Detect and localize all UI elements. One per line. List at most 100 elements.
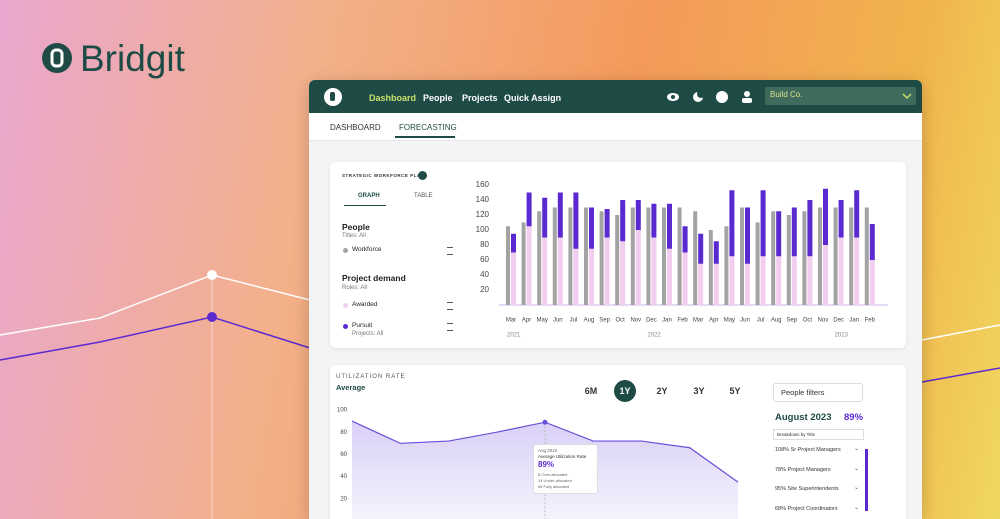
tab[interactable]: FORECASTING bbox=[399, 123, 457, 132]
role-item: 78% Project Managers bbox=[775, 466, 831, 473]
tooltip-line: 14 Under-allocated bbox=[538, 478, 572, 483]
filter-icon[interactable] bbox=[447, 247, 453, 255]
logo-icon bbox=[42, 43, 72, 73]
bar bbox=[599, 211, 604, 305]
filter-icon[interactable] bbox=[447, 323, 453, 331]
role-chevron[interactable]: ⌄ bbox=[854, 446, 860, 452]
view-toggle[interactable]: TABLE bbox=[414, 193, 433, 199]
x-tick-label: Jun bbox=[740, 318, 750, 324]
bar bbox=[849, 207, 854, 305]
x-tick-label: Apr bbox=[709, 318, 718, 324]
chart-title: UTILIZATION RATE bbox=[336, 374, 406, 380]
bar bbox=[838, 200, 844, 238]
x-tick-label: Jun bbox=[553, 318, 563, 324]
bar bbox=[823, 245, 828, 305]
year-label: 2023 bbox=[835, 333, 849, 339]
bar bbox=[838, 237, 844, 305]
nav-item[interactable]: Quick Assign bbox=[504, 93, 562, 103]
nav-item[interactable]: Dashboard bbox=[369, 93, 417, 103]
filter-label: People filters bbox=[781, 388, 825, 397]
filter-note: Titles: All bbox=[342, 233, 366, 239]
role-chevron[interactable]: ⌄ bbox=[854, 465, 860, 472]
bar bbox=[584, 207, 588, 305]
range-button[interactable]: 6M bbox=[584, 386, 598, 396]
x-tick-label: Nov bbox=[630, 318, 641, 324]
bar bbox=[864, 207, 869, 305]
decor-line bbox=[921, 367, 1000, 383]
rate: 89% bbox=[844, 412, 864, 423]
y-tick-label: 60 bbox=[480, 255, 489, 264]
view-toggle[interactable]: GRAPH bbox=[358, 193, 380, 199]
role-item: 108% Sr Project Managers bbox=[775, 447, 841, 453]
nav-item[interactable]: Projects bbox=[462, 93, 498, 103]
bar bbox=[542, 237, 548, 305]
help-icon[interactable] bbox=[418, 171, 427, 180]
y-tick-label: 40 bbox=[340, 474, 347, 480]
bar bbox=[833, 207, 838, 305]
role-item: 95% Site Superintendents bbox=[775, 486, 839, 492]
help-icon[interactable] bbox=[716, 91, 728, 103]
role-chevron[interactable]: ⌄ bbox=[854, 485, 860, 491]
scroll-bar bbox=[865, 449, 868, 511]
section-title: Project demand bbox=[342, 273, 406, 283]
bar bbox=[760, 256, 766, 305]
bar bbox=[740, 207, 744, 305]
section-title: People bbox=[342, 222, 370, 232]
bar bbox=[635, 200, 641, 230]
legend-label: Awarded bbox=[352, 301, 378, 308]
y-tick-label: 80 bbox=[340, 430, 347, 436]
role-chevron[interactable]: ⌄ bbox=[854, 504, 860, 511]
x-tick-label: Feb bbox=[677, 318, 688, 324]
account-select[interactable] bbox=[765, 87, 916, 105]
month: August 2023 bbox=[775, 412, 832, 423]
x-tick-label: Jul bbox=[570, 318, 578, 324]
tab-underline bbox=[395, 136, 455, 138]
nav-item[interactable]: People bbox=[423, 93, 453, 103]
x-tick-label: Dec bbox=[833, 318, 844, 324]
y-tick-label: 160 bbox=[476, 180, 490, 189]
range-button[interactable]: 3Y bbox=[693, 386, 705, 396]
metric-select[interactable]: Average bbox=[336, 383, 366, 392]
range-button[interactable]: 2Y bbox=[656, 386, 668, 396]
filter-button[interactable] bbox=[773, 383, 863, 402]
bar bbox=[776, 256, 782, 305]
bar bbox=[557, 237, 563, 305]
bar bbox=[698, 263, 704, 305]
legend-label: Pursuit bbox=[352, 322, 373, 329]
year-label: 2021 bbox=[507, 333, 521, 339]
bar bbox=[802, 211, 807, 305]
bar bbox=[760, 190, 766, 257]
bar bbox=[667, 203, 672, 249]
legend-dot bbox=[343, 248, 348, 253]
breakdown-select[interactable]: Breakdown by Title bbox=[773, 429, 864, 440]
bar bbox=[604, 209, 610, 238]
bar bbox=[708, 230, 713, 305]
tab[interactable]: DASHBOARD bbox=[330, 123, 381, 132]
brand: Bridgit bbox=[80, 38, 185, 79]
bar bbox=[604, 237, 610, 305]
x-tick-label: Sep bbox=[599, 318, 610, 324]
filter-icon[interactable] bbox=[447, 302, 453, 310]
bar bbox=[791, 207, 797, 257]
bar bbox=[682, 226, 688, 253]
x-tick-label: Oct bbox=[803, 318, 813, 324]
x-tick-label: Sep bbox=[786, 318, 797, 324]
x-tick-label: Oct bbox=[616, 318, 626, 324]
decor-line bbox=[0, 274, 311, 336]
user-icon[interactable] bbox=[744, 91, 750, 97]
range-button[interactable]: 1Y bbox=[614, 380, 636, 402]
bar bbox=[729, 190, 735, 257]
bar bbox=[620, 200, 626, 242]
bar bbox=[537, 211, 542, 305]
bar bbox=[651, 203, 657, 238]
bar bbox=[786, 215, 791, 305]
x-tick-label: Feb bbox=[865, 318, 876, 324]
bar bbox=[589, 207, 594, 249]
account-name: Build Co. bbox=[770, 90, 803, 99]
y-tick-label: 20 bbox=[480, 285, 489, 294]
decor-line bbox=[921, 324, 1000, 341]
x-tick-label: Mar bbox=[693, 318, 703, 324]
bar bbox=[755, 222, 760, 305]
range-button[interactable]: 5Y bbox=[729, 386, 741, 396]
